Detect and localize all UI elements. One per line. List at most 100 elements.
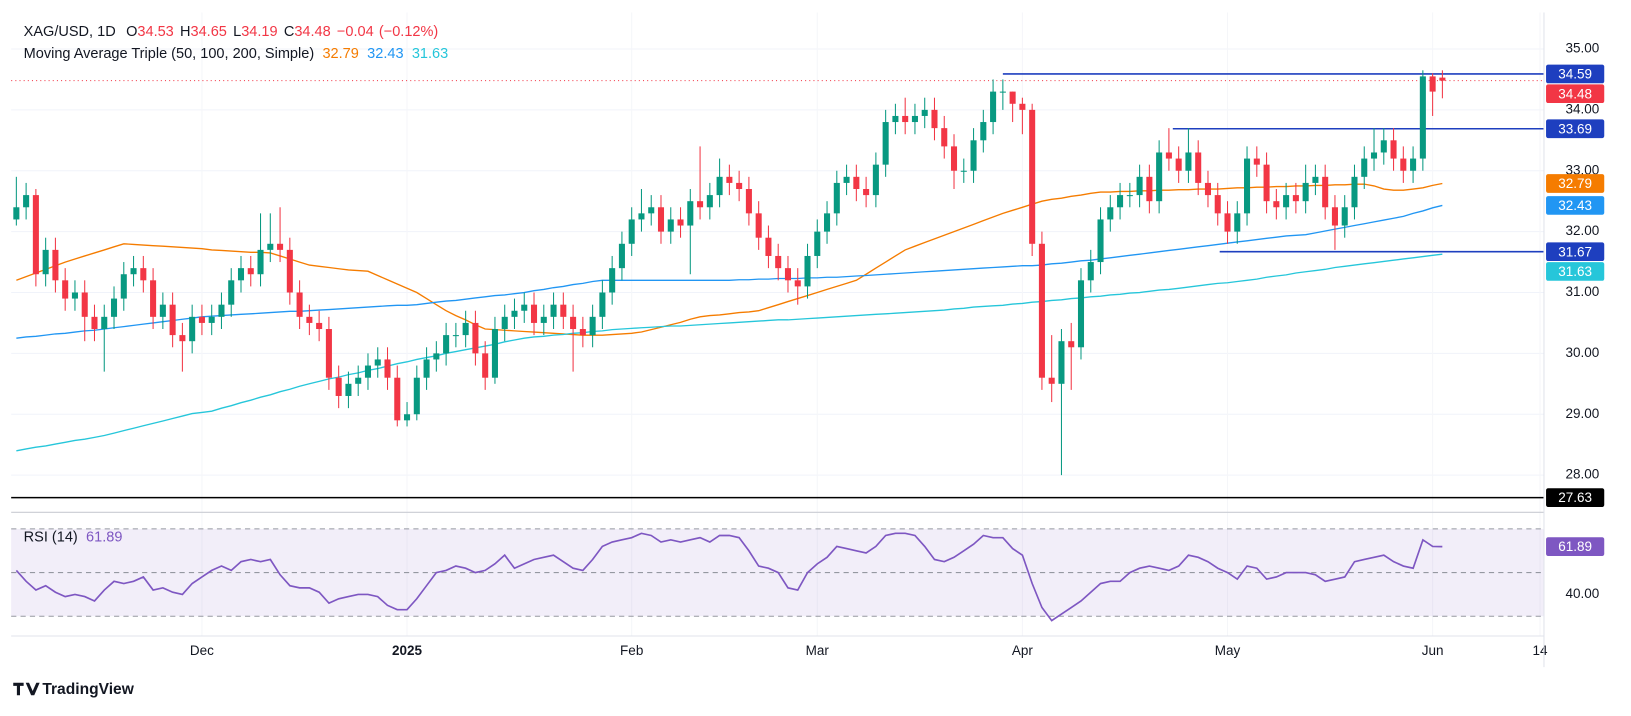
candle-body [364,365,372,378]
candle-body [892,115,899,123]
candle-body [921,109,928,116]
candle-body [13,207,20,220]
candle-body [1009,91,1016,104]
candle-body [1175,158,1182,171]
candle-body [1429,76,1436,92]
candle-body [423,359,430,378]
price-tag-box [1546,196,1605,215]
candle-body [560,304,567,317]
candle-body [726,176,733,183]
y-tick-label: 28.00 [1566,467,1600,482]
candle-body [599,292,606,317]
candle-body [941,128,948,147]
price-tag: 32.79 [1558,176,1592,191]
candle-body [999,91,1006,93]
candle-body [452,335,459,337]
ohlc-value: 34.48 [294,24,330,40]
x-tick-label: 14 [1533,643,1549,658]
price-tag-box [1546,174,1605,193]
rsi-legend: RSI (14) 61.89 [24,529,123,545]
candle-body [931,109,938,129]
x-tick-label: Jun [1422,643,1444,658]
candle-body [1048,377,1055,384]
candle-body [882,122,889,165]
candle-body [296,292,303,317]
symbol: XAG/USD, 1D [24,24,116,40]
candle-body [1341,207,1348,226]
candle-body [394,377,401,421]
candle-body [433,353,440,360]
candle-body [1351,176,1358,208]
candle-body [345,383,352,396]
y-tick-label: 29.00 [1566,406,1600,421]
candle-body [1195,152,1202,183]
x-tick-label: Dec [190,643,214,658]
candle-body [1029,109,1036,244]
candle-body [716,176,723,196]
price-tag-box [1546,262,1605,281]
candle-body [1204,182,1211,196]
candles-layer [13,70,1446,476]
candle-body [286,249,293,293]
x-tick-label: Feb [620,643,643,658]
candle-body [1214,195,1221,214]
price-tag: 31.63 [1558,264,1592,279]
candle-body [1185,152,1192,171]
candle-body [42,249,49,275]
ohlc-value: 34.53 [137,24,173,40]
candle-body [1224,213,1231,232]
price-tag: 27.63 [1558,490,1592,505]
candle-body [706,195,713,208]
candle-body [374,359,381,366]
x-tick-label: Mar [806,643,830,658]
rsi-tag: 61.89 [1558,539,1592,554]
candle-body [550,304,557,317]
candle-body [110,298,118,317]
candle-body [23,195,30,208]
candle-body [1292,195,1299,202]
y-tick-label: 33.00 [1566,162,1600,177]
ma-line [16,182,1443,336]
lines-layer [11,73,1544,622]
candle-body [1370,152,1378,159]
candle-body [335,377,342,396]
candle-body [1253,158,1260,165]
grid-layer [11,12,1544,636]
logo-icon [13,682,40,696]
candle-body [814,231,821,256]
candle-body [579,329,586,336]
candle-body [1038,243,1045,378]
ma-title: Moving Average Triple (50, 100, 200, Sim… [24,46,315,62]
candle-body [628,219,635,244]
candle-body [1244,158,1251,214]
price-tag: 33.69 [1558,121,1592,136]
candle-body [784,268,791,281]
candle-body [1087,262,1094,281]
rsi-tag-box [1546,537,1605,556]
candle-body [32,195,39,275]
candle-body [872,164,879,196]
candle-body [1058,341,1065,384]
candle-body [325,329,332,378]
tags-layer: 34.59 33.69 31.67 27.63 34.48 32.79 32.43 31.63… [1546,64,1605,556]
y-tick-label: 34.00 [1566,101,1600,116]
candle-body [638,213,645,220]
candle-body [618,243,625,269]
candle-body [228,280,235,305]
candle-body [169,304,176,336]
candle-body [736,182,743,190]
brand-logo: TradingView [13,681,135,698]
candle-body [667,219,674,232]
candle-body [218,304,225,317]
candle-body [247,268,254,275]
ma-legend: Moving Average Triple (50, 100, 200, Sim… [24,46,449,62]
candle-body [120,274,127,299]
candle-body [91,316,98,330]
candle-body [62,280,69,299]
brand-name: TradingView [42,681,134,698]
candle-body [1312,176,1319,183]
candle-body [384,359,391,378]
rsi-value: 61.89 [86,529,122,545]
candle-body [277,243,284,250]
